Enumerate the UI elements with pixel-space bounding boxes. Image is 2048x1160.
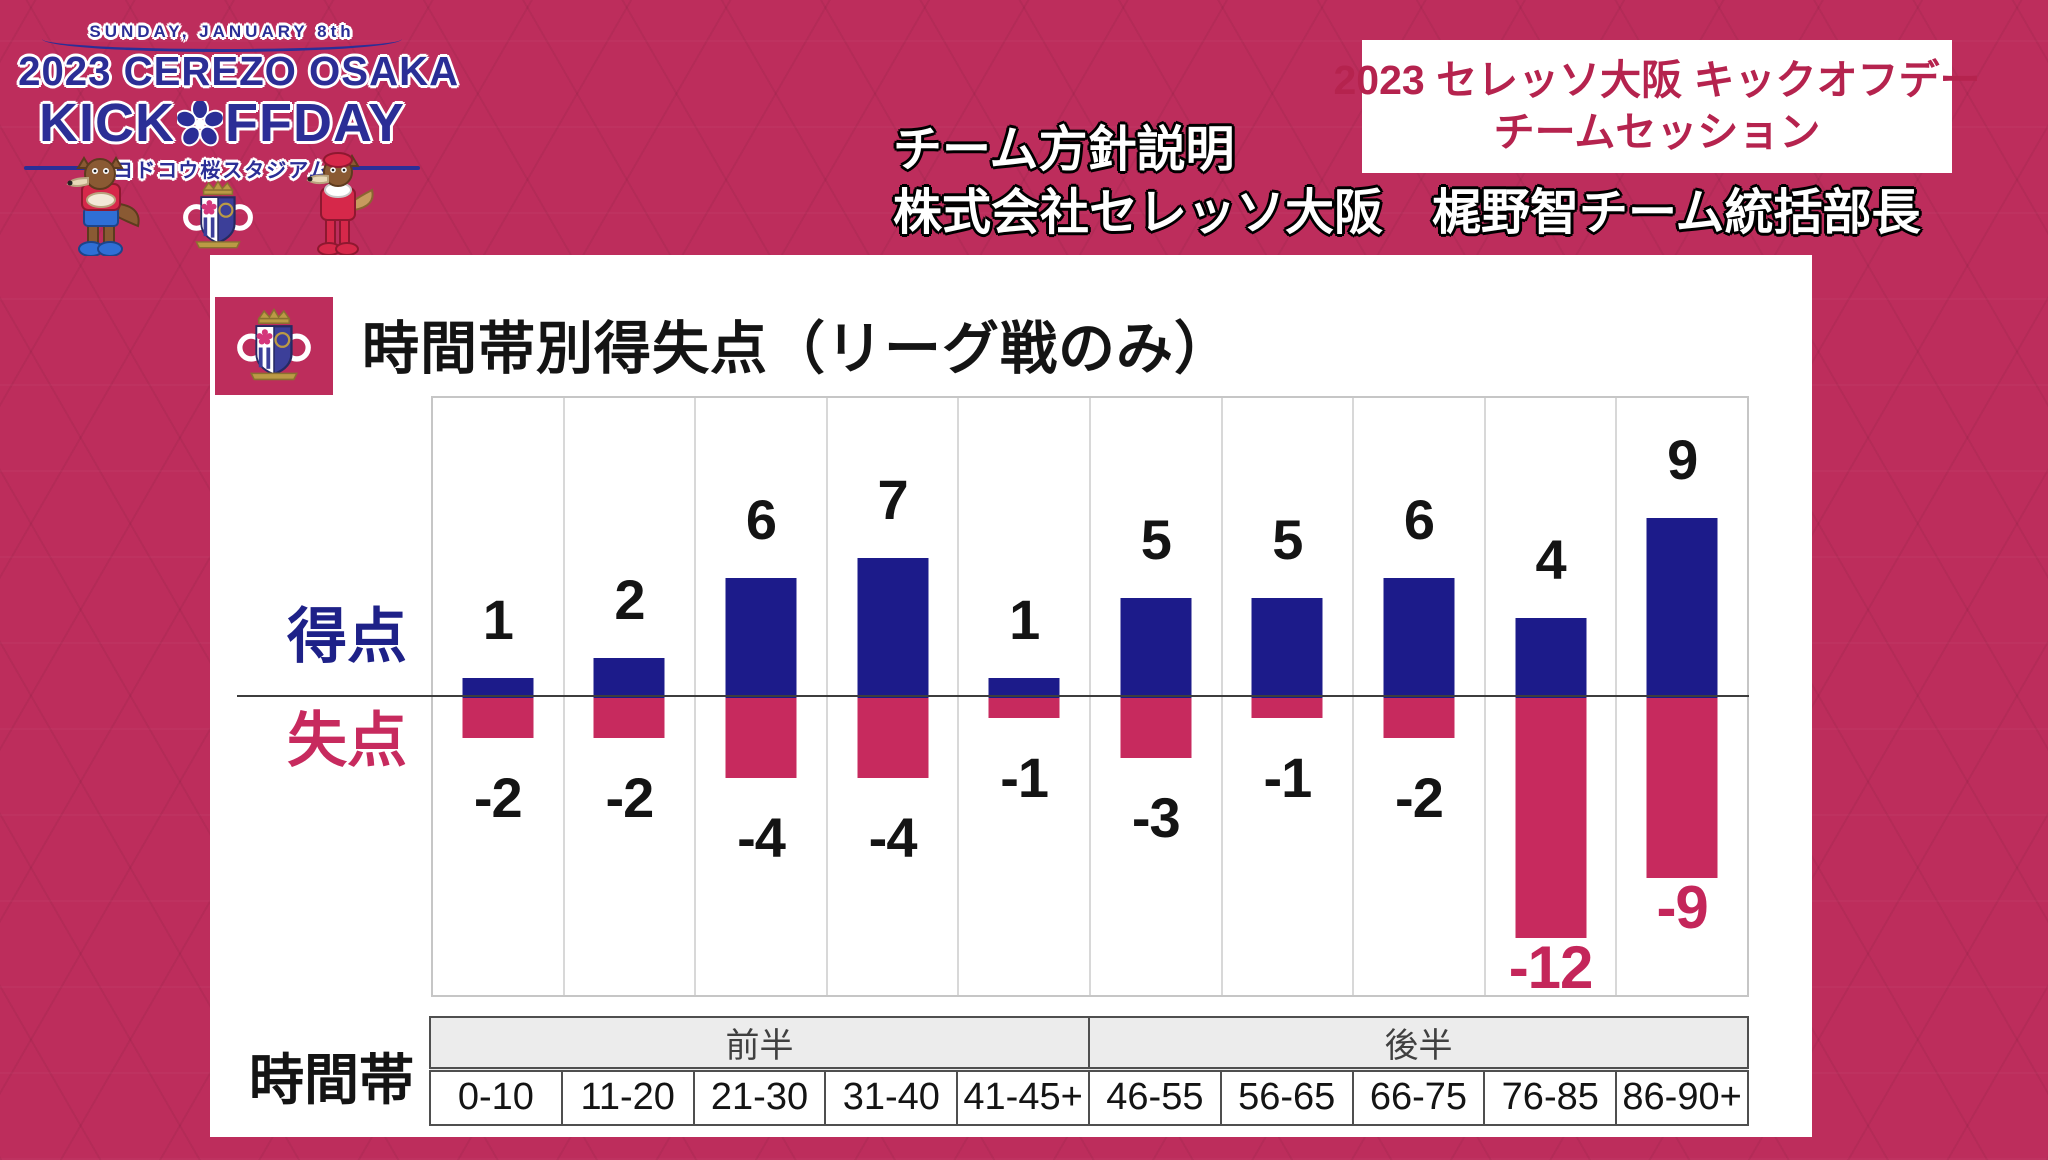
logo-rule-left — [24, 166, 120, 170]
bar-conceded — [462, 698, 534, 738]
period-cell-21-30: 21-30 — [692, 1068, 827, 1126]
presenter-line-1: チーム方針説明 — [893, 123, 1235, 177]
value-label-conceded: -3 — [1131, 786, 1181, 849]
bar-conceded — [1251, 698, 1323, 718]
value-label-conceded: -4 — [737, 806, 786, 869]
value-label-scored: 2 — [614, 568, 645, 631]
value-label-scored: 1 — [1009, 588, 1040, 651]
session-title-box: 2023 セレッソ大阪 キックオフデー チームセッション — [1334, 40, 1981, 173]
bar-conceded — [725, 698, 797, 778]
logo-date-line: SUNDAY, JANUARY 8th — [89, 22, 355, 41]
time-band-axis-label: 時間帯 — [248, 1049, 414, 1111]
bar-scored — [857, 558, 929, 698]
legend-conceded-label: 失点 — [287, 707, 407, 774]
chart-column-21-30: 6 -4 — [696, 398, 828, 995]
period-cell-56-65: 56-65 — [1219, 1068, 1354, 1126]
period-cell-31-40: 31-40 — [824, 1068, 959, 1126]
mascot-lobby-icon — [66, 156, 140, 256]
chart-column-86-90+: 9 -9 — [1617, 398, 1747, 995]
mascot-lobina-icon — [306, 152, 374, 256]
table-header-first-half: 前半 — [429, 1016, 1090, 1072]
logo-stadium-line: ヨドコウ桜スタジアム — [113, 160, 331, 182]
value-label-scored: 5 — [1272, 508, 1303, 571]
period-cell-76-85: 76-85 — [1483, 1068, 1618, 1126]
crest-badge — [215, 297, 333, 395]
bar-conceded — [1515, 698, 1587, 938]
logo-rule-right — [324, 166, 420, 170]
bar-scored — [1646, 518, 1718, 698]
period-cell-46-55: 46-55 — [1087, 1068, 1222, 1126]
chart-title: 時間帯別得失点（リーグ戦のみ） — [362, 317, 1232, 381]
bar-scored — [1515, 618, 1587, 698]
value-label-conceded: -4 — [868, 806, 918, 869]
bar-scored — [1383, 578, 1455, 698]
value-label-conceded: -12 — [1508, 934, 1594, 1001]
logo-title-line: 2023 CEREZO OSAKA — [18, 48, 460, 94]
chart-column-76-85: 4 -12 — [1486, 398, 1618, 1001]
chart-column-0-10: 1 -2 — [433, 398, 565, 995]
period-cell-0-10: 0-10 — [429, 1068, 563, 1126]
bar-scored — [593, 658, 665, 698]
value-label-scored: 1 — [482, 588, 514, 651]
value-label-scored: 7 — [877, 468, 909, 531]
period-cell-11-20: 11-20 — [560, 1068, 695, 1126]
zero-axis-line — [237, 695, 1749, 697]
periods-table: 前半 後半 0-10 11-20 21-30 31-40 41-45+ 46-55 56-65 6… — [429, 1016, 1750, 1126]
value-label-scored: 9 — [1667, 428, 1698, 491]
value-label-scored: 4 — [1535, 528, 1566, 591]
period-cell-66-75: 66-75 — [1351, 1068, 1486, 1126]
logo-ffday-text: FFDAY — [224, 93, 406, 153]
logo-kick-text: KICK — [38, 93, 175, 153]
value-label-conceded: -9 — [1656, 874, 1708, 941]
bar-conceded — [857, 698, 929, 778]
bar-conceded — [593, 698, 665, 738]
session-line-1: 2023 セレッソ大阪 キックオフデー — [1333, 57, 1981, 104]
bar-scored — [462, 678, 534, 698]
kickoffday-logo: SUNDAY, JANUARY 8th 2023 CEREZO OSAKA KI… — [14, 8, 460, 260]
chart-column-56-65: 5 -1 — [1223, 398, 1355, 995]
value-label-scored: 5 — [1140, 508, 1172, 571]
period-cell-86-90+: 86-90+ — [1615, 1068, 1749, 1126]
bar-scored — [988, 678, 1060, 698]
bar-scored — [1120, 598, 1192, 698]
cerezo-crest-icon — [237, 308, 311, 381]
session-line-2: チームセッション — [1493, 108, 1821, 155]
table-header-second-half: 後半 — [1087, 1016, 1750, 1072]
value-label-scored: 6 — [1403, 488, 1435, 551]
cerezo-crest-icon — [183, 180, 253, 249]
value-label-conceded: -2 — [473, 766, 523, 829]
logo-kickoffday-line: KICK FFDAY — [14, 92, 430, 154]
chart-column-31-40: 7 -4 — [828, 398, 960, 995]
bar-scored — [725, 578, 797, 698]
value-label-conceded: -2 — [605, 766, 654, 829]
bar-conceded — [1646, 698, 1718, 878]
value-label-scored: 6 — [745, 488, 777, 551]
bar-conceded — [1120, 698, 1192, 758]
bar-scored — [1251, 598, 1323, 698]
presenter-caption: チーム方針説明 株式会社セレッソ大阪 梶野智チーム統括部長 — [893, 126, 1921, 238]
legend-scored-label: 得点 — [287, 603, 407, 670]
chart-card: 時間帯別得失点（リーグ戦のみ） 得点 失点 1 -2 2 -2 6 -4 7 -4 1 -1 5 -3… — [210, 255, 1812, 1137]
value-label-conceded: -1 — [1263, 746, 1312, 809]
period-cell-41-45+: 41-45+ — [956, 1068, 1090, 1126]
value-label-conceded: -1 — [1000, 746, 1049, 809]
value-label-conceded: -2 — [1395, 766, 1444, 829]
sakura-blossom-icon — [175, 98, 225, 147]
bar-conceded — [1383, 698, 1455, 738]
logo-arc-decoration — [42, 26, 402, 52]
plot-area: 1 -2 2 -2 6 -4 7 -4 1 -1 5 -3 5 -1 6 -2 4 -12 9 -9 — [431, 396, 1749, 1001]
bar-conceded — [988, 698, 1060, 718]
presenter-line-2: 株式会社セレッソ大阪 梶野智チーム統括部長 — [893, 186, 1921, 240]
